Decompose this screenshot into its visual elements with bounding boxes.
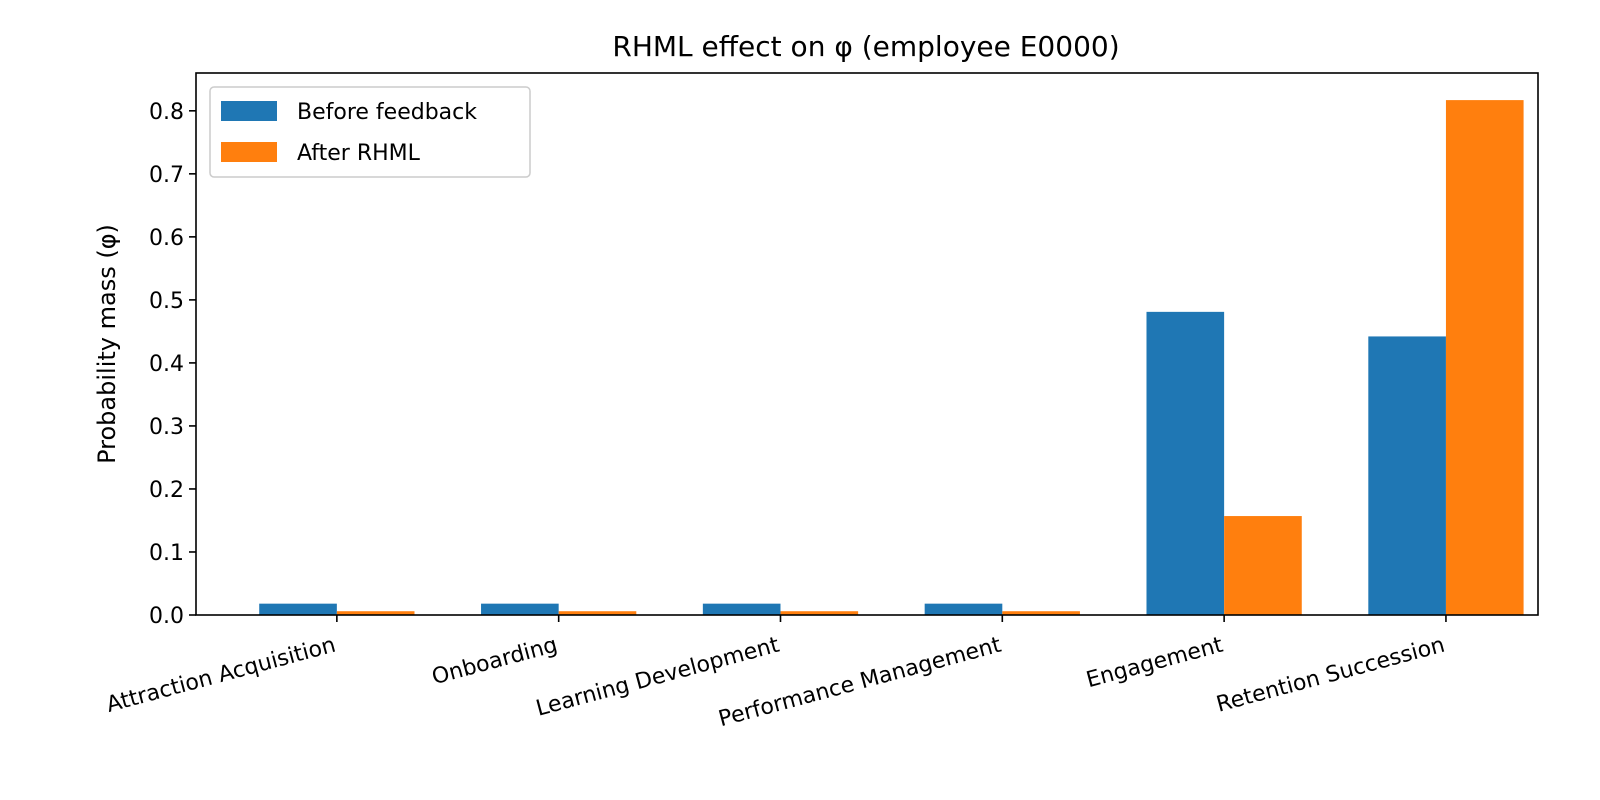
legend: Before feedback After RHML — [209, 86, 531, 178]
y-tick-label: 0.3 — [149, 415, 184, 440]
bars-group — [259, 100, 1524, 616]
bar-before-retention-succession — [1368, 336, 1446, 615]
y-tick-label: 0.0 — [149, 604, 184, 629]
bar-after-onboarding — [558, 611, 637, 615]
y-tick-label: 0.2 — [149, 478, 184, 503]
legend-label: Before feedback — [297, 100, 477, 125]
bar-after-retention-succession — [1445, 100, 1524, 616]
bar-after-engagement — [1224, 516, 1302, 615]
bar-after-performance-management — [1002, 611, 1080, 615]
y-axis: 0.0 0.1 0.2 0.3 0.4 0.5 0.6 0.7 0.8 — [149, 100, 196, 629]
bar-after-learning-development — [780, 611, 859, 615]
legend-box — [209, 86, 531, 178]
y-tick-label: 0.6 — [149, 226, 184, 251]
plot-frame — [195, 72, 1539, 616]
legend-swatch — [221, 142, 277, 162]
bar-before-performance-management — [924, 603, 1003, 615]
y-axis-label: Probability mass (φ) — [93, 224, 121, 464]
bar-before-attraction-acquisition — [259, 603, 337, 615]
y-tick-label: 0.5 — [149, 289, 184, 314]
y-tick-label: 0.4 — [149, 352, 184, 377]
chart-title: RHML effect on φ (employee E0000) — [612, 30, 1119, 63]
y-tick-label: 0.1 — [149, 541, 184, 566]
bar-before-learning-development — [702, 603, 781, 615]
bar-before-onboarding — [481, 603, 559, 615]
legend-swatch — [221, 101, 277, 121]
bar-after-attraction-acquisition — [336, 611, 415, 615]
bar-before-engagement — [1146, 311, 1225, 615]
y-tick-label: 0.7 — [149, 163, 184, 188]
legend-label: After RHML — [297, 141, 421, 166]
y-tick-label: 0.8 — [149, 100, 184, 125]
